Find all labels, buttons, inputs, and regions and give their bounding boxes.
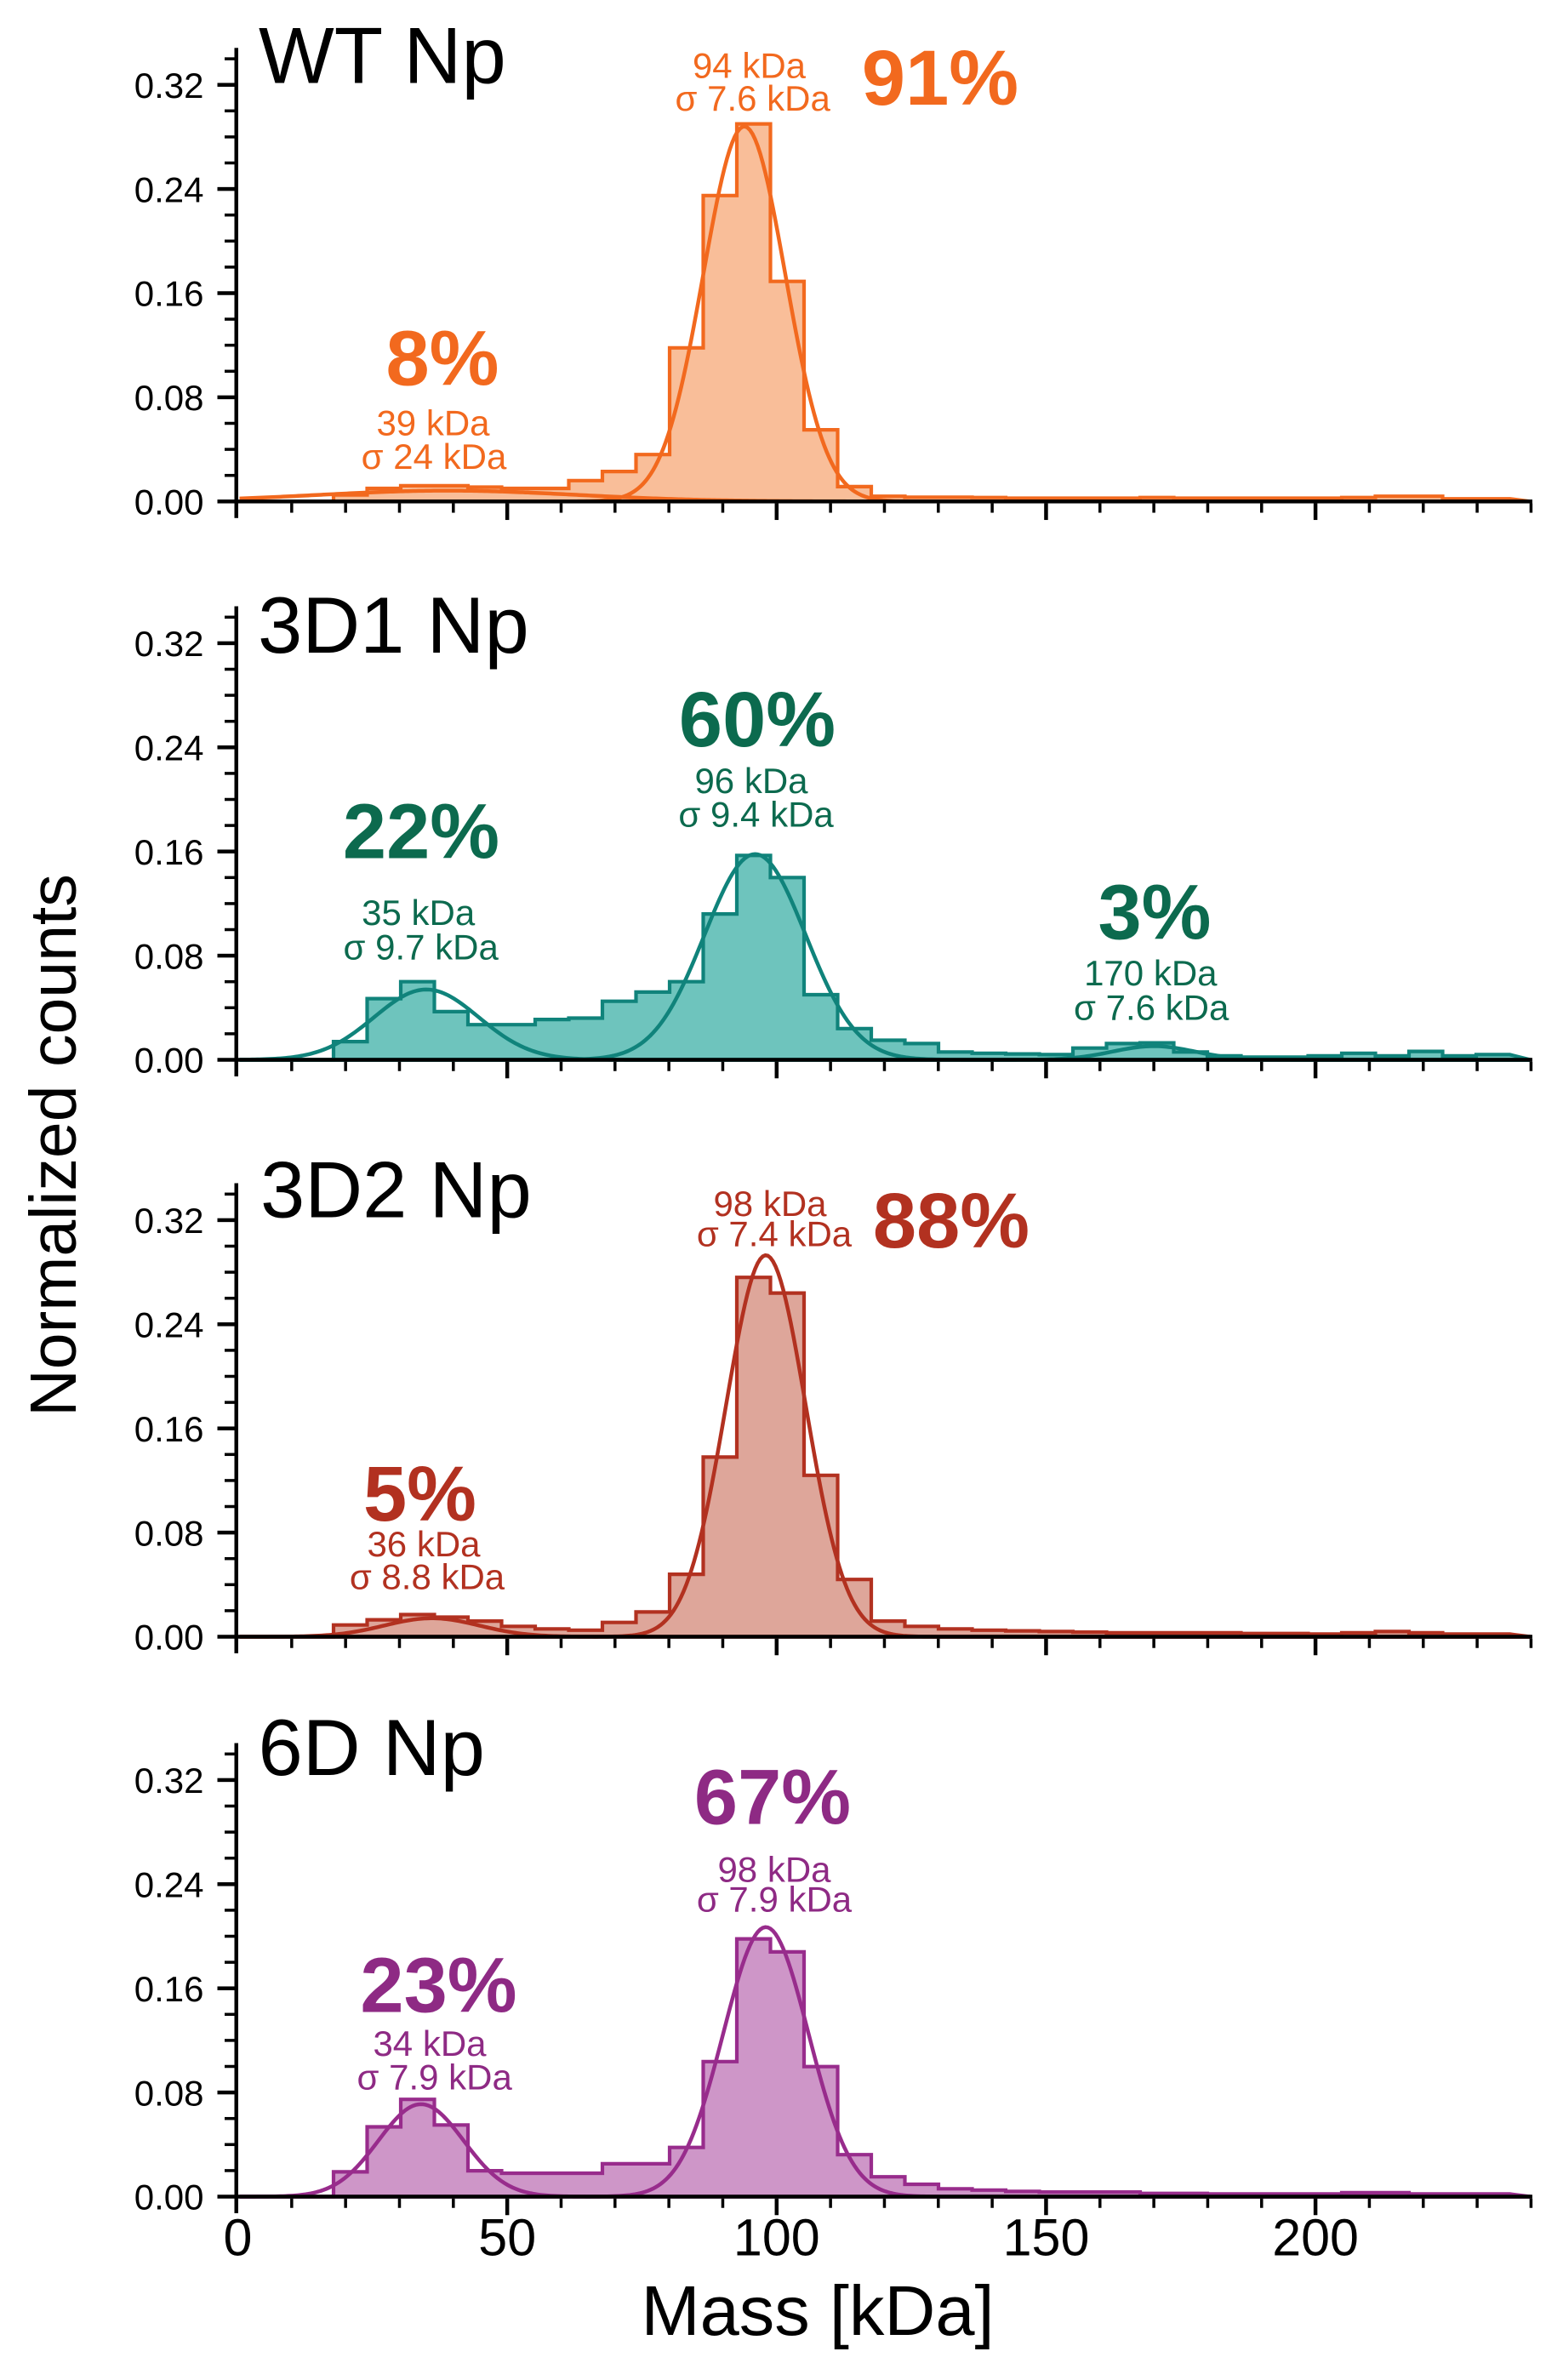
svg-text:0.24: 0.24 [134, 1305, 204, 1345]
svg-text:Mass [kDa]: Mass [kDa] [641, 2271, 994, 2350]
svg-text:98 kDa: 98 kDa [717, 1849, 831, 1889]
svg-text:0.24: 0.24 [134, 728, 204, 768]
svg-text:0.32: 0.32 [134, 1761, 204, 1801]
svg-text:98 kDa: 98 kDa [713, 1184, 827, 1224]
svg-text:0.16: 0.16 [134, 832, 204, 872]
svg-text:36 kDa: 36 kDa [367, 1524, 481, 1564]
svg-text:0.08: 0.08 [134, 2073, 204, 2113]
svg-text:96 kDa: 96 kDa [694, 761, 808, 801]
svg-text:σ 7.6 kDa: σ 7.6 kDa [676, 78, 831, 118]
svg-text:34 kDa: 34 kDa [373, 2023, 487, 2063]
svg-text:σ 7.9 kDa: σ 7.9 kDa [697, 1880, 853, 1920]
svg-text:50: 50 [478, 2209, 536, 2267]
svg-text:3D2 Np: 3D2 Np [260, 1145, 532, 1235]
svg-text:0.08: 0.08 [134, 936, 204, 976]
svg-text:88%: 88% [873, 1178, 1030, 1264]
svg-text:23%: 23% [360, 1942, 516, 2029]
svg-text:0.00: 0.00 [134, 1618, 204, 1658]
svg-text:60%: 60% [679, 676, 836, 763]
svg-text:0.00: 0.00 [134, 2177, 204, 2217]
svg-text:6D Np: 6D Np [259, 1703, 485, 1792]
svg-text:0.16: 0.16 [134, 1409, 204, 1449]
svg-text:3D1 Np: 3D1 Np [258, 580, 529, 670]
svg-text:170 kDa: 170 kDa [1084, 953, 1218, 993]
svg-text:3%: 3% [1098, 870, 1212, 956]
svg-text:0.08: 0.08 [134, 378, 204, 418]
svg-text:σ 8.8 kDa: σ 8.8 kDa [350, 1556, 505, 1596]
svg-text:8%: 8% [386, 315, 499, 402]
svg-text:0.00: 0.00 [134, 482, 204, 522]
svg-text:0: 0 [224, 2209, 253, 2267]
svg-text:39 kDa: 39 kDa [376, 403, 490, 443]
svg-text:0.32: 0.32 [134, 624, 204, 664]
svg-text:0.24: 0.24 [134, 1865, 204, 1905]
svg-text:0.16: 0.16 [134, 274, 204, 314]
svg-text:σ 9.4 kDa: σ 9.4 kDa [678, 795, 834, 835]
svg-text:67%: 67% [694, 1755, 851, 1841]
svg-text:0.08: 0.08 [134, 1513, 204, 1553]
svg-text:σ 7.6 kDa: σ 7.6 kDa [1074, 988, 1229, 1028]
svg-text:0.16: 0.16 [134, 1969, 204, 2009]
svg-text:0.00: 0.00 [134, 1041, 204, 1081]
svg-text:91%: 91% [862, 35, 1018, 122]
svg-text:0.32: 0.32 [134, 66, 204, 106]
svg-text:150: 150 [1003, 2209, 1090, 2267]
svg-text:22%: 22% [343, 788, 499, 875]
svg-text:0.32: 0.32 [134, 1201, 204, 1241]
svg-text:0.24: 0.24 [134, 169, 204, 209]
svg-text:35 kDa: 35 kDa [362, 893, 476, 933]
svg-text:σ 24 kDa: σ 24 kDa [362, 437, 507, 477]
svg-text:200: 200 [1272, 2209, 1359, 2267]
svg-text:Normalized counts: Normalized counts [17, 874, 90, 1417]
svg-text:σ 7.9 kDa: σ 7.9 kDa [357, 2057, 513, 2097]
svg-text:5%: 5% [363, 1451, 476, 1538]
svg-text:94 kDa: 94 kDa [693, 46, 807, 86]
svg-text:σ 7.4 kDa: σ 7.4 kDa [697, 1214, 853, 1254]
svg-text:100: 100 [733, 2209, 820, 2267]
svg-text:σ 9.7 kDa: σ 9.7 kDa [344, 927, 499, 967]
svg-text:WT Np: WT Np [259, 11, 506, 100]
